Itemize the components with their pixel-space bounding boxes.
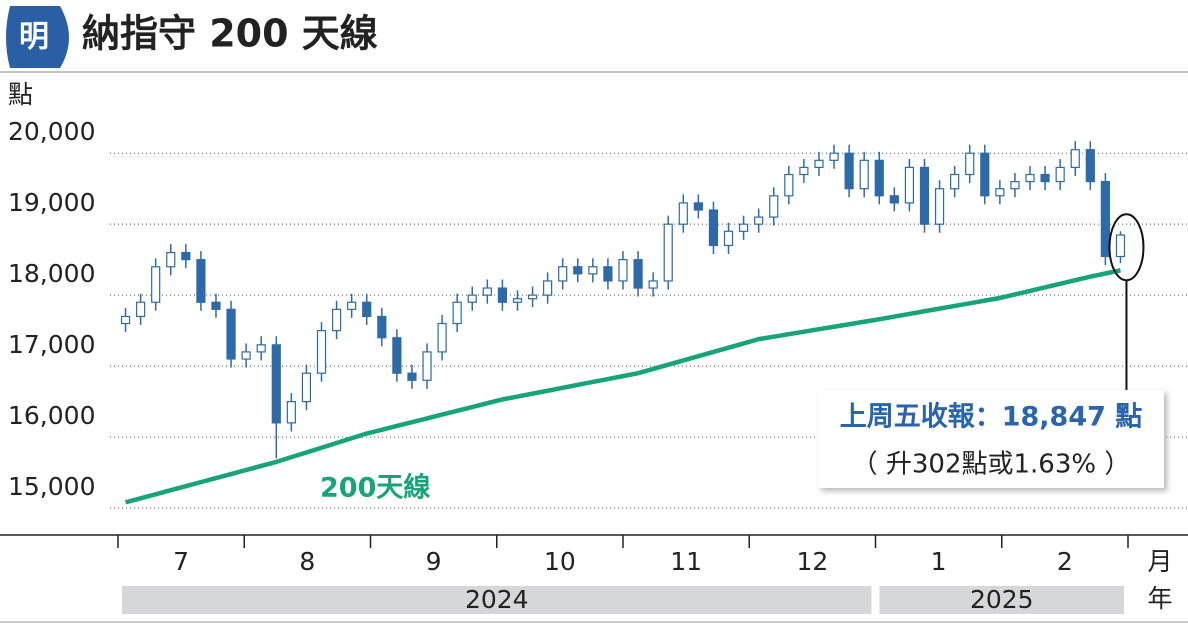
- candle-body: [965, 152, 975, 176]
- candle-body: [738, 223, 749, 232]
- candle-body: [573, 266, 583, 275]
- candle-body: [1085, 149, 1095, 183]
- candle-body: [769, 195, 779, 218]
- candle-body: [512, 298, 523, 303]
- candle-body: [799, 166, 809, 176]
- candle-body: [648, 280, 658, 289]
- year-band: [879, 586, 1124, 614]
- year-label: 2025: [970, 585, 1034, 614]
- candle-body: [286, 400, 296, 424]
- candle-body: [829, 152, 839, 161]
- candle-body: [814, 159, 824, 169]
- candle-body: [316, 330, 327, 374]
- x-tick-label: 11: [670, 547, 702, 576]
- candle-body: [452, 301, 462, 325]
- y-tick-label: 20,000: [8, 117, 95, 146]
- y-tick-label: 17,000: [8, 330, 95, 359]
- candle-body: [392, 337, 402, 374]
- y-unit: 點: [8, 80, 33, 109]
- candle-body: [120, 315, 131, 325]
- candle-body: [271, 344, 281, 424]
- candle-body: [407, 372, 417, 381]
- callout-text: （ 升302點或1.63% ）: [852, 450, 1131, 480]
- candle-body: [633, 259, 643, 289]
- candle-body: [196, 259, 206, 303]
- x-unit: 月: [1147, 547, 1172, 576]
- candle-body: [166, 251, 176, 268]
- x-tick-label: 2: [1057, 547, 1073, 576]
- candle-body: [784, 173, 794, 197]
- logo-badge: [6, 6, 69, 68]
- candle-body: [347, 301, 357, 310]
- candle-body: [527, 294, 538, 300]
- candle-body: [211, 301, 221, 310]
- y-tick-label: 18,000: [8, 259, 95, 288]
- candle-body: [482, 287, 492, 296]
- candle-body: [934, 188, 945, 225]
- x-tick-label: 1: [931, 547, 947, 576]
- candle-body: [708, 209, 719, 247]
- candle-body: [588, 266, 598, 275]
- candle-body: [1025, 173, 1035, 183]
- candle-body: [497, 287, 508, 303]
- logo: 明: [19, 20, 49, 55]
- candle-body: [995, 188, 1005, 197]
- candle-body: [874, 159, 884, 197]
- candle-body: [241, 351, 251, 360]
- candle-body: [543, 280, 553, 296]
- line-label: 200天線: [320, 472, 430, 504]
- candle-body: [693, 202, 703, 211]
- x-tick-label: 8: [299, 547, 315, 576]
- year-label: 2024: [465, 585, 529, 614]
- candle-body: [1010, 181, 1020, 190]
- candle-body: [663, 223, 673, 282]
- candle-body: [226, 308, 236, 360]
- candle-body: [618, 259, 628, 282]
- candle-body: [723, 230, 734, 247]
- candle-body: [362, 301, 372, 318]
- candle-body: [136, 301, 146, 318]
- candle-body: [950, 173, 960, 190]
- candle-body: [919, 166, 930, 225]
- y-tick-label: 19,000: [8, 188, 95, 217]
- candle-body: [754, 216, 764, 225]
- candle-body: [904, 166, 915, 204]
- candle-body: [331, 308, 342, 332]
- y-tick-label: 16,000: [8, 401, 95, 430]
- moving-average-line: [124, 268, 1121, 505]
- candle-body: [603, 266, 613, 282]
- chart-title: 納指守 200 天線: [82, 12, 378, 56]
- x-tick-label: 7: [173, 547, 189, 576]
- candle-body: [1070, 149, 1080, 169]
- candle-body: [1100, 181, 1110, 258]
- candle-body: [301, 372, 312, 403]
- candle-body: [844, 152, 854, 190]
- candle-body: [256, 344, 266, 353]
- x-tick-label: 12: [796, 547, 828, 576]
- year-unit: 年: [1147, 584, 1172, 613]
- candle-body: [181, 251, 191, 261]
- callout-text: 上周五收報：18,847 點: [840, 402, 1143, 433]
- candle-body: [859, 159, 869, 190]
- year-band: [122, 586, 872, 614]
- candle-body: [558, 266, 568, 282]
- x-tick-label: 9: [426, 547, 442, 576]
- candle-body: [1115, 234, 1126, 258]
- candle-body: [437, 322, 447, 353]
- candle-body: [422, 351, 432, 381]
- candle-body: [377, 315, 387, 339]
- candle-body: [467, 294, 477, 303]
- callout-box: [818, 390, 1164, 488]
- candle-body: [151, 266, 161, 303]
- candle-body: [889, 195, 899, 204]
- x-tick-label: 10: [544, 547, 576, 576]
- candle-body: [1040, 173, 1050, 183]
- candle-body: [678, 202, 688, 225]
- candle-body: [1055, 166, 1065, 183]
- y-tick-label: 15,000: [8, 472, 95, 501]
- candle-body: [980, 152, 990, 197]
